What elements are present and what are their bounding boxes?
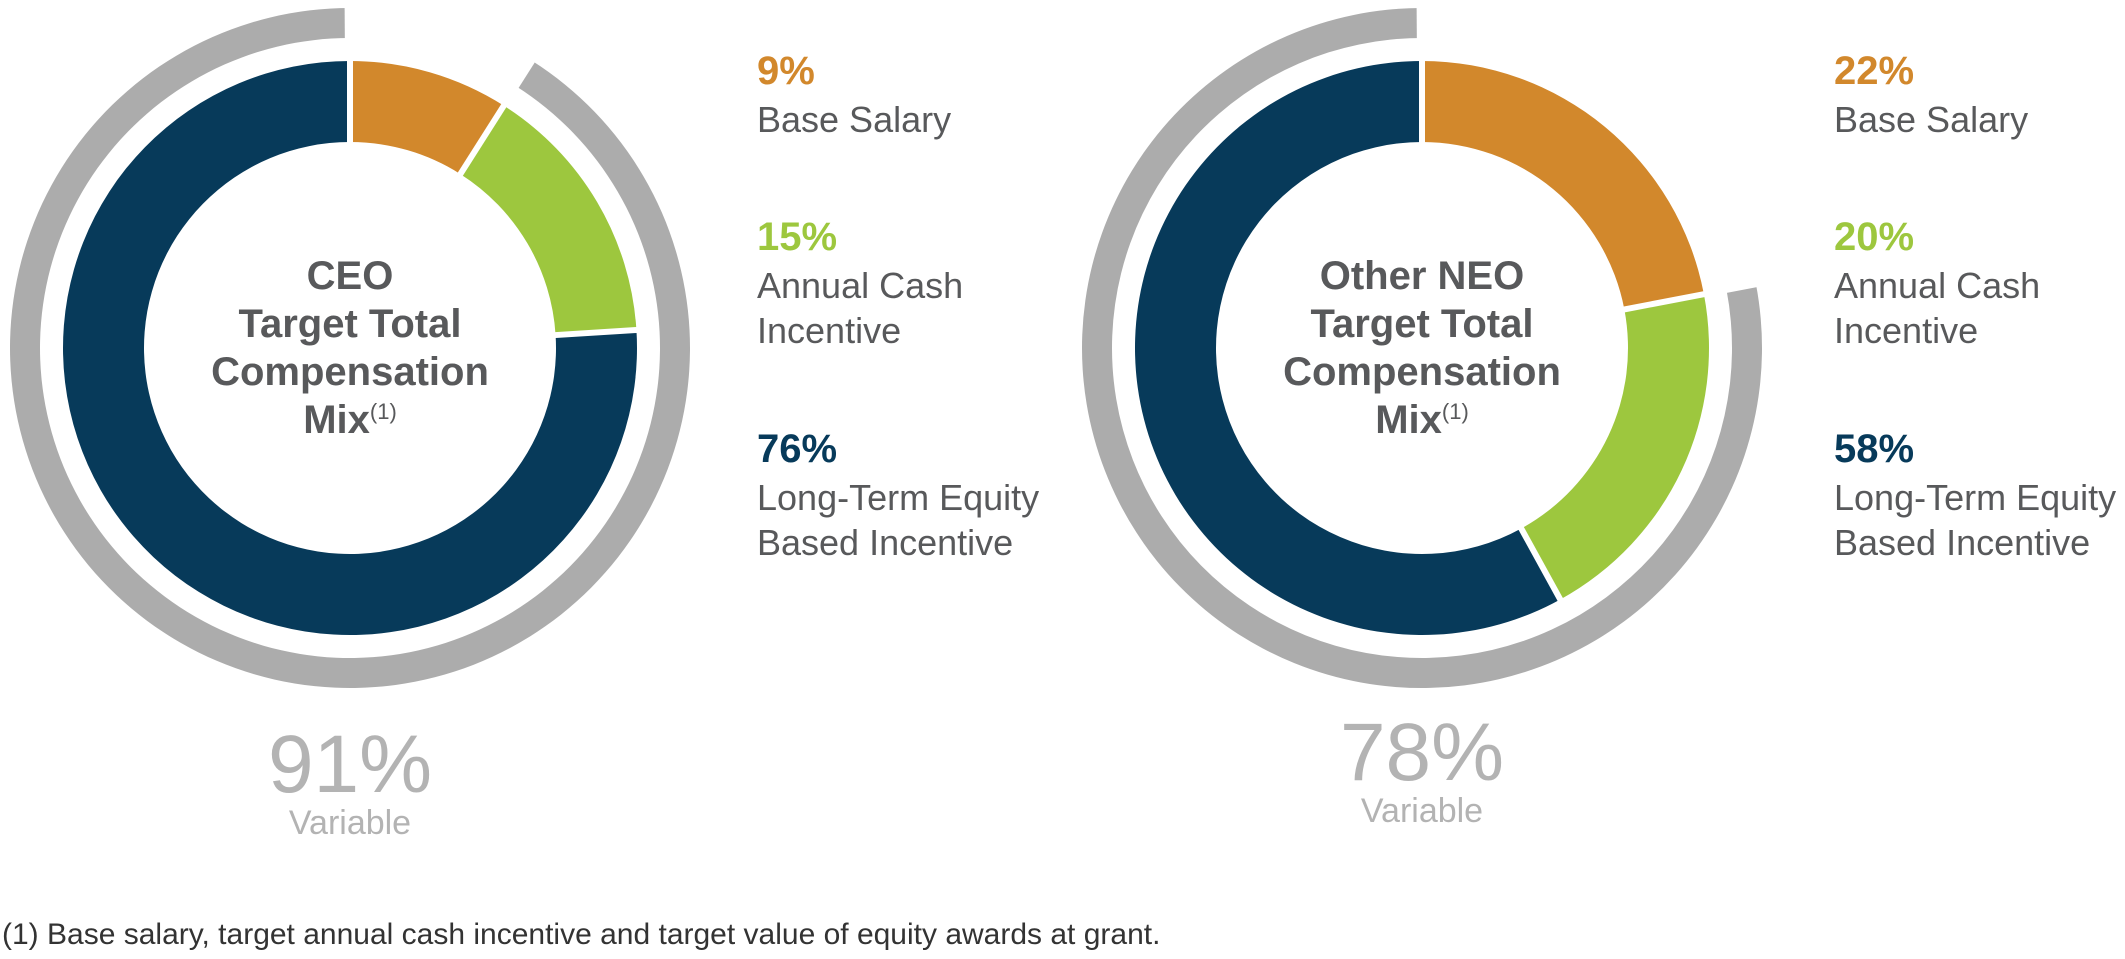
neo-legend-label-1: Incentive <box>1834 310 1978 351</box>
ceo-center-title-line: CEO <box>307 254 394 298</box>
neo-center-title-line: Target Total <box>1311 302 1534 346</box>
neo-footnote-marker: (1) <box>1442 399 1469 424</box>
ceo-legend-label-0: Base Salary <box>757 99 951 140</box>
neo-variable-pct: 78% <box>1340 707 1504 798</box>
neo-legend-pct-1: 20% <box>1834 215 1914 259</box>
neo-legend-label-1: Annual Cash <box>1834 265 2040 306</box>
ceo-legend-label-1: Incentive <box>757 310 901 351</box>
footnote: (1) Base salary, target annual cash ince… <box>2 918 1160 951</box>
ceo-legend-label-1: Annual Cash <box>757 265 963 306</box>
ceo-variable-label: Variable <box>289 804 411 842</box>
ceo-footnote-marker: (1) <box>370 399 397 424</box>
neo-variable-label: Variable <box>1361 792 1483 830</box>
ceo-legend-pct-1: 15% <box>757 215 837 259</box>
ceo-legend-pct-2: 76% <box>757 427 837 471</box>
neo-center-title-line: Compensation <box>1283 350 1561 394</box>
ceo-legend-pct-0: 9% <box>757 49 815 93</box>
neo-legend-pct-0: 22% <box>1834 49 1914 93</box>
ceo-center-title-mix: Mix(1) <box>303 398 397 442</box>
neo-legend-label-2: Long-Term Equity <box>1834 477 2116 518</box>
ceo-legend-label-2: Based Incentive <box>757 522 1013 563</box>
ceo-variable-pct: 91% <box>268 719 432 810</box>
neo-center-title-mix: Mix(1) <box>1375 398 1469 442</box>
neo-legend-pct-2: 58% <box>1834 427 1914 471</box>
neo-legend-label-2: Based Incentive <box>1834 522 2090 563</box>
neo-center-title-line: Other NEO <box>1320 254 1524 298</box>
ceo-center-title-line: Compensation <box>211 350 489 394</box>
neo-legend-label-0: Base Salary <box>1834 99 2028 140</box>
ceo-legend-label-2: Long-Term Equity <box>757 477 1039 518</box>
ceo-center-title-line: Target Total <box>239 302 462 346</box>
